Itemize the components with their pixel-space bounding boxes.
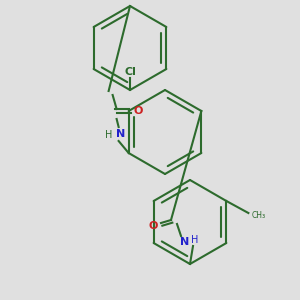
- Text: H: H: [191, 235, 199, 245]
- Text: O: O: [148, 221, 158, 231]
- Text: N: N: [116, 129, 125, 139]
- Text: Cl: Cl: [124, 67, 136, 77]
- Text: CH₃: CH₃: [251, 211, 266, 220]
- Text: H: H: [105, 130, 112, 140]
- Text: O: O: [134, 106, 143, 116]
- Text: N: N: [180, 237, 190, 247]
